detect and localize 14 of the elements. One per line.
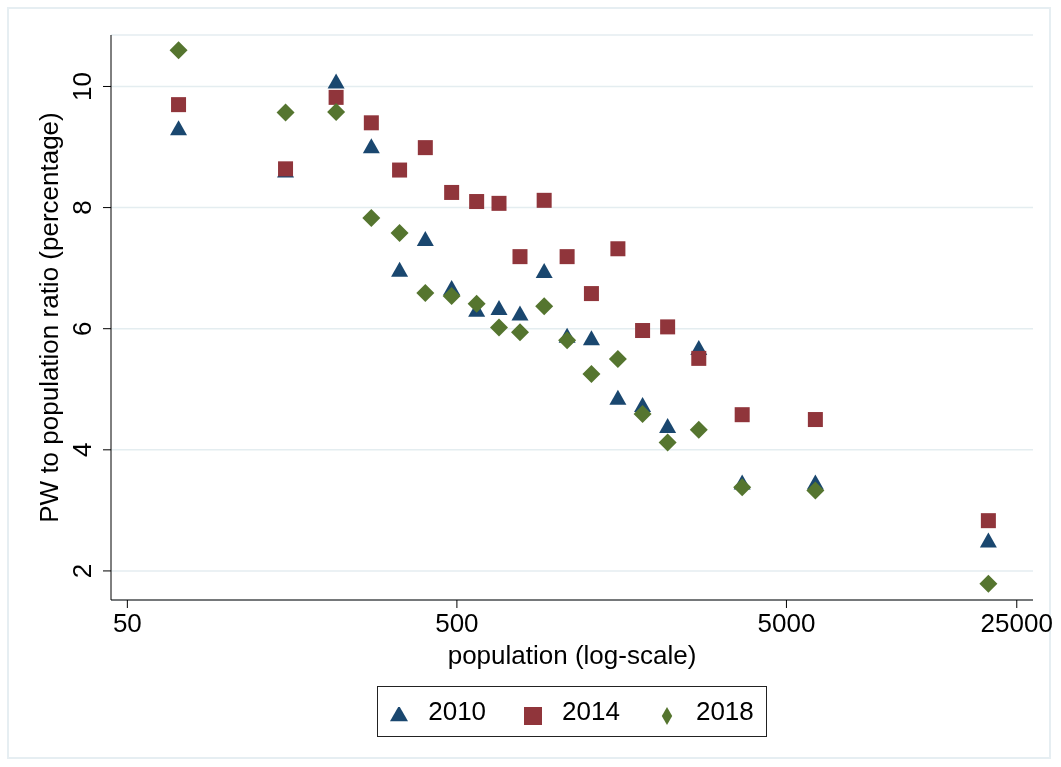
x-axis-title: population (log-scale): [447, 640, 697, 670]
y-axis-title: PW to population ratio (percentage): [34, 112, 64, 523]
y-tick-label: 10: [67, 72, 97, 101]
x-tick-label: 25000: [980, 608, 1053, 639]
y-tick-label: 4: [67, 442, 97, 458]
y-tick-label: 6: [67, 321, 97, 336]
legend-label: 2018: [695, 696, 754, 726]
x-tick-label: 5000: [757, 608, 816, 639]
legend-label: 2010: [428, 696, 487, 726]
x-tick-label: 500: [435, 608, 479, 639]
y-tick-label: 8: [67, 200, 97, 215]
x-tick-label: 50: [112, 608, 142, 639]
legend-label: 2014: [562, 696, 620, 726]
y-tick-label: 2: [67, 563, 97, 579]
